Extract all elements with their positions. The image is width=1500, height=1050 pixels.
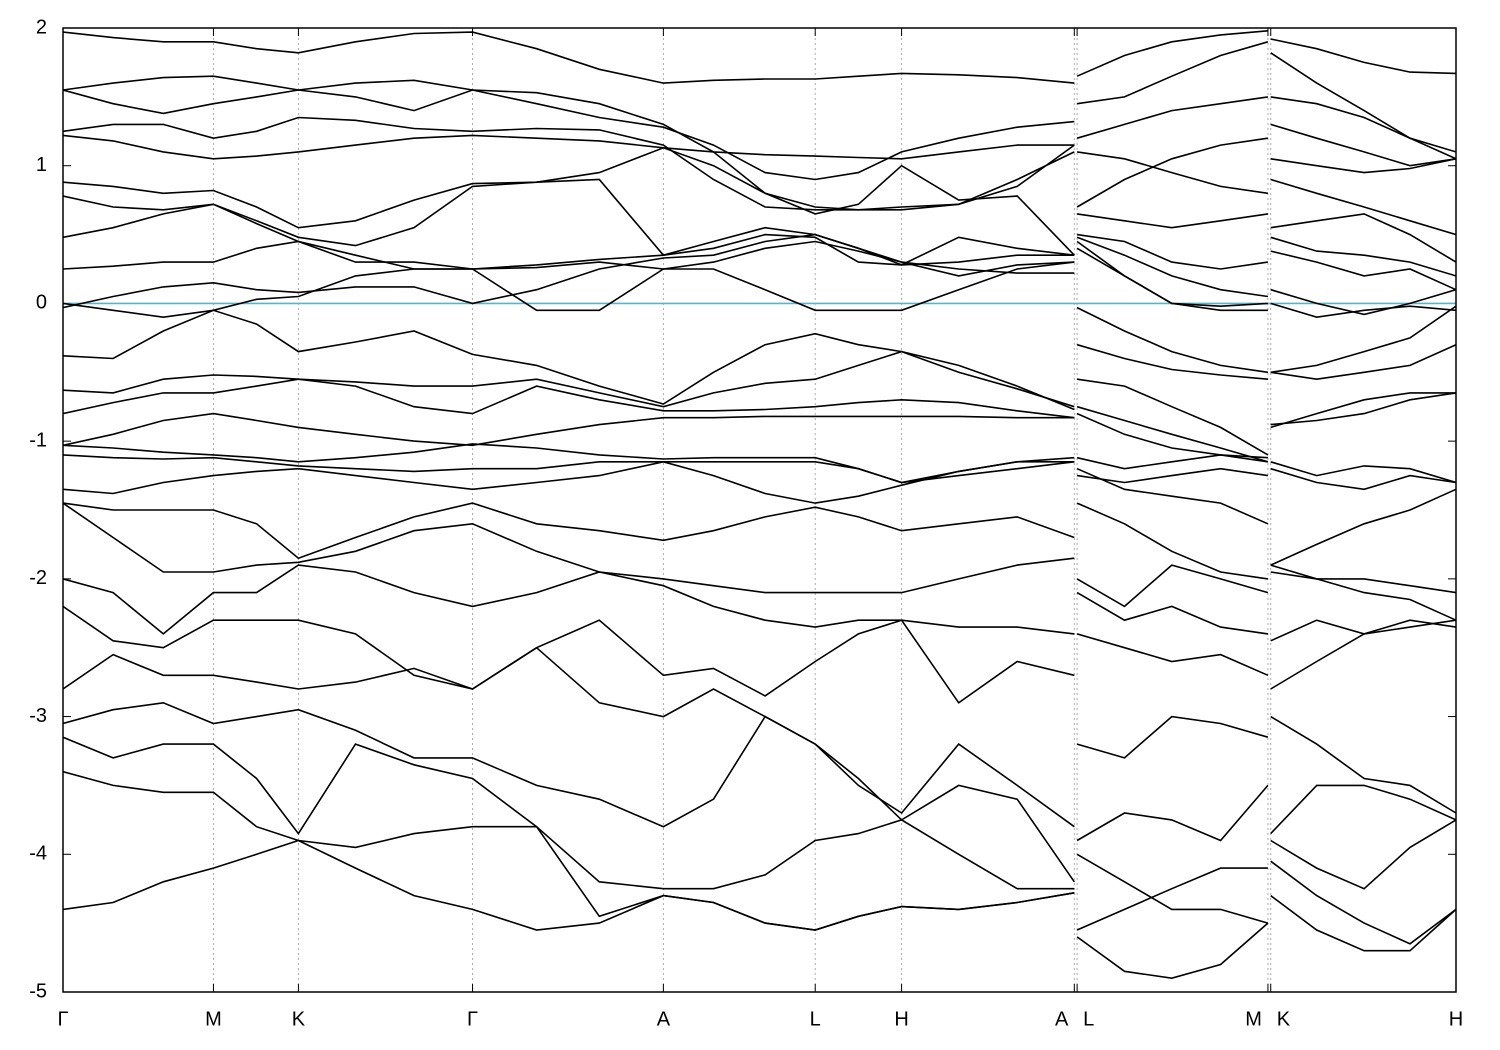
band-line [63,41,1456,181]
y-tick-label: -2 [29,567,47,589]
y-tick-label: -3 [29,705,47,727]
band-line [63,839,1456,980]
band-line [63,461,1456,566]
x-tick-label: H [894,1008,908,1030]
band-line [63,605,1456,704]
x-tick-label: Γ [467,1008,478,1030]
band-line [63,378,1456,463]
band-line [63,305,1456,408]
band-line [63,203,1456,298]
y-tick-label: 1 [36,154,47,176]
band-line [63,454,1456,504]
x-tick-label: A [657,1008,671,1030]
band-line [63,116,1456,211]
band-line [63,233,1456,316]
y-tick-label: 2 [36,16,47,38]
band-line [63,701,1456,883]
y-tick-label: -5 [29,980,47,1002]
band-line [63,146,1456,256]
band-line [63,89,1456,211]
band-line [63,392,1456,463]
band-line [63,240,1456,308]
x-tick-label: M [205,1008,222,1030]
x-tick-label: A [1055,1008,1069,1030]
y-tick-label: -4 [29,843,47,865]
x-tick-label: L [810,1008,821,1030]
band-line [63,646,1456,828]
x-tick-label: M [1245,1008,1262,1030]
band-line [63,343,1456,456]
x-tick-label: Γ [57,1008,68,1030]
band-line [63,736,1456,931]
x-tick-label: K [292,1008,306,1030]
x-tick-label: L [1083,1008,1094,1030]
band-line [63,502,1456,621]
band-line [63,178,1456,270]
band-line [63,502,1456,594]
x-tick-label: K [1277,1008,1291,1030]
band-line [63,30,1456,84]
y-tick-label: -1 [29,429,47,451]
x-tick-label: H [1449,1008,1463,1030]
plot-frame [62,27,1457,993]
y-tick-label: 0 [36,292,47,314]
band-line [63,261,1456,374]
band-line [63,134,1456,195]
